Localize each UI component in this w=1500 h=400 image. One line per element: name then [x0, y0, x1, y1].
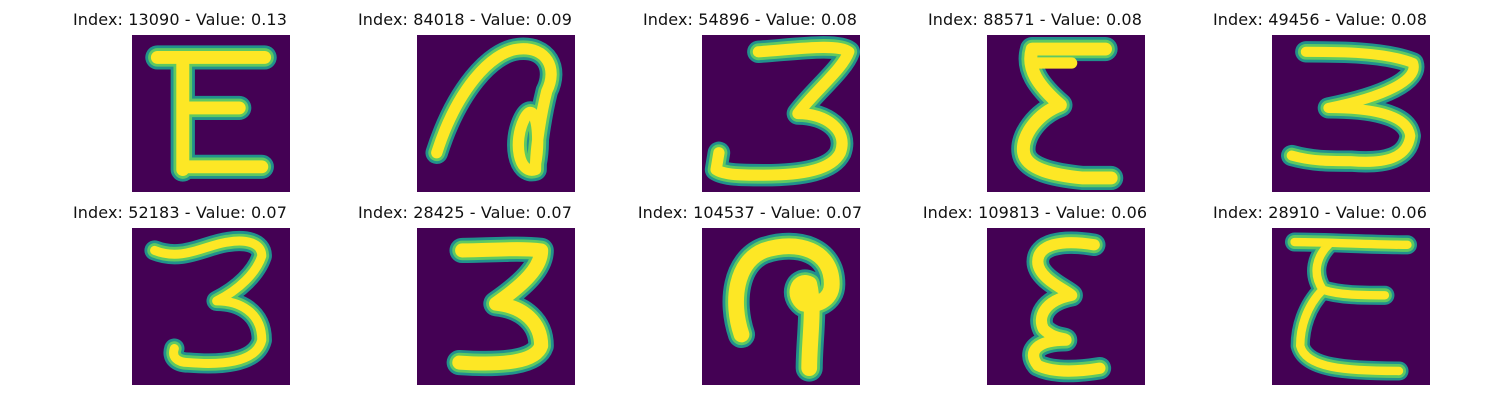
digit-image	[417, 228, 575, 385]
digit-image	[987, 35, 1145, 192]
image-panel: Index: 28910 - Value: 0.06	[1170, 193, 1470, 385]
panel-title: Index: 52183 - Value: 0.07	[72, 203, 287, 222]
panel-title: Index: 28910 - Value: 0.06	[1212, 203, 1427, 222]
glyph-three-image	[704, 36, 860, 187]
image-panel: Index: 104537 - Value: 0.07	[600, 193, 900, 385]
digit-image	[417, 35, 575, 192]
panel-title: Index: 104537 - Value: 0.07	[637, 203, 863, 222]
digit-image	[702, 228, 860, 385]
panel-title: Index: 28425 - Value: 0.07	[357, 203, 572, 222]
digit-image	[132, 35, 290, 192]
glyph-three-image	[1281, 41, 1425, 173]
image-panel: Index: 84018 - Value: 0.09	[315, 0, 615, 192]
panel-title: Index: 84018 - Value: 0.09	[357, 10, 572, 29]
glyph-three-image	[144, 230, 272, 374]
digit-image	[702, 35, 860, 192]
panel-title: Index: 88571 - Value: 0.08	[927, 10, 1142, 29]
digit-image	[1272, 35, 1430, 192]
image-panel: Index: 28425 - Value: 0.07	[315, 193, 615, 385]
glyph-sigma-image	[1011, 36, 1124, 191]
image-panel: Index: 13090 - Value: 0.13	[30, 0, 330, 192]
image-panel: Index: 109813 - Value: 0.06	[885, 193, 1185, 385]
panel-title: Index: 13090 - Value: 0.13	[72, 10, 287, 29]
panel-title: Index: 109813 - Value: 0.06	[922, 203, 1148, 222]
glyph-e-image	[145, 45, 277, 182]
panel-title: Index: 54896 - Value: 0.08	[642, 10, 857, 29]
glyph-e-image	[1284, 232, 1418, 381]
glyph-hook-image	[722, 232, 846, 382]
image-panel: Index: 88571 - Value: 0.08	[885, 0, 1185, 192]
digit-image	[987, 228, 1145, 385]
glyph-three-image	[446, 236, 554, 377]
image-panel: Index: 49456 - Value: 0.08	[1170, 0, 1470, 192]
digit-image	[132, 228, 290, 385]
glyph-epsilon-image	[1022, 231, 1112, 383]
image-panel: Index: 54896 - Value: 0.08	[600, 0, 900, 192]
panel-title: Index: 49456 - Value: 0.08	[1212, 10, 1427, 29]
image-panel: Index: 52183 - Value: 0.07	[30, 193, 330, 385]
digit-image	[1272, 228, 1430, 385]
glyph-loop-image	[425, 37, 563, 182]
